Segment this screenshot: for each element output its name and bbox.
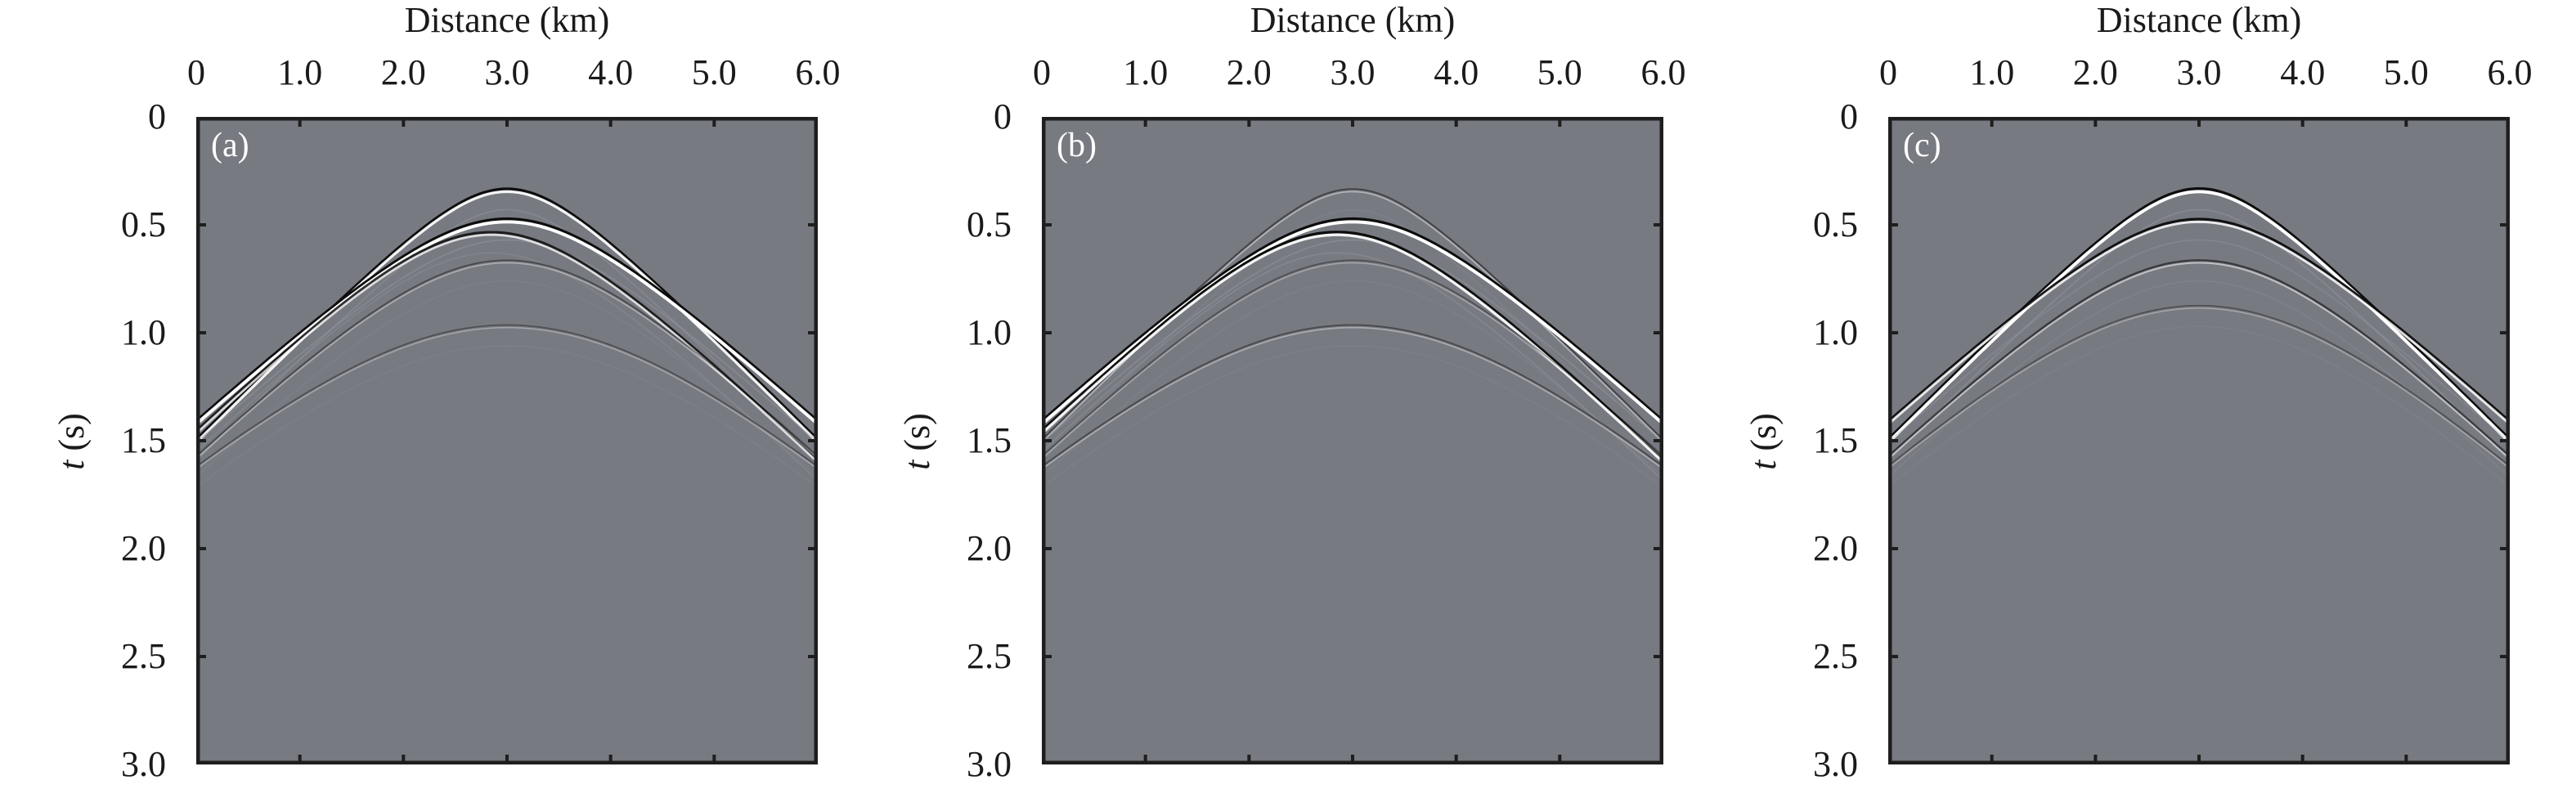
- x-axis-title: Distance (km): [2096, 0, 2302, 40]
- y-axis-title: t (s): [52, 413, 92, 470]
- y-tick-label: 2.0: [1813, 528, 1858, 568]
- y-axis-title-unit: (s): [52, 413, 92, 460]
- y-tick-label: 3.0: [121, 744, 166, 784]
- y-tick-label: 1.5: [1813, 420, 1858, 460]
- y-axis-title-unit: (s): [897, 413, 937, 460]
- y-tick-label: 0: [1840, 96, 1858, 137]
- x-tick-label: 6.0: [1640, 52, 1686, 92]
- plot-area-c: (c): [1888, 117, 2510, 764]
- y-tick-label: 1.0: [967, 312, 1012, 352]
- y-axis-title-variable: t: [897, 460, 937, 470]
- plot-area-a: (a): [196, 117, 818, 764]
- x-tick-label: 0: [187, 52, 205, 92]
- x-tick-label: 1.0: [1969, 52, 2015, 92]
- panel-label: (c): [1903, 127, 1941, 164]
- seismic-gather-a: [196, 117, 818, 764]
- y-axis-title-variable: t: [1744, 460, 1784, 470]
- plot-area-b: (b): [1042, 117, 1663, 764]
- x-tick-label: 5.0: [1537, 52, 1582, 92]
- y-tick-label: 1.5: [967, 420, 1012, 460]
- y-axis-title: t (s): [1744, 413, 1784, 470]
- y-tick-label: 0: [994, 96, 1012, 137]
- x-tick-label: 4.0: [2280, 52, 2326, 92]
- y-tick-label: 2.5: [967, 636, 1012, 676]
- y-tick-label: 2.5: [121, 636, 166, 676]
- y-tick-label: 2.0: [967, 528, 1012, 568]
- x-tick-label: 6.0: [795, 52, 841, 92]
- y-tick-label: 3.0: [967, 744, 1012, 784]
- y-tick-label: 2.0: [121, 528, 166, 568]
- x-tick-label: 2.0: [2072, 52, 2118, 92]
- x-tick-label: 3.0: [2176, 52, 2222, 92]
- x-tick-label: 4.0: [1434, 52, 1479, 92]
- y-tick-label: 1.0: [1813, 312, 1858, 352]
- x-tick-label: 5.0: [691, 52, 737, 92]
- y-tick-label: 3.0: [1813, 744, 1858, 784]
- x-tick-label: 5.0: [2383, 52, 2429, 92]
- x-tick-label: 0: [1879, 52, 1897, 92]
- panel-c: Distance (km) 0 1.0 2.0 3.0 4.0 5.0 6.0 …: [1692, 0, 2542, 789]
- panel-b: Distance (km) 0 1.0 2.0 3.0 4.0 5.0 6.0 …: [846, 0, 1696, 789]
- x-tick-label: 1.0: [277, 52, 323, 92]
- y-tick-label: 1.0: [121, 312, 166, 352]
- y-axis-title-unit: (s): [1744, 413, 1784, 460]
- x-tick-label: 3.0: [484, 52, 530, 92]
- x-tick-label: 3.0: [1330, 52, 1376, 92]
- seismic-gather-c: [1888, 117, 2510, 764]
- panel-label: (a): [211, 127, 249, 164]
- x-tick-label: 2.0: [380, 52, 426, 92]
- x-tick-label: 4.0: [588, 52, 634, 92]
- y-tick-label: 0.5: [121, 204, 166, 244]
- y-tick-label: 0: [148, 96, 166, 137]
- y-tick-label: 2.5: [1813, 636, 1858, 676]
- y-axis-title-variable: t: [52, 460, 92, 470]
- seismic-gather-b: [1042, 117, 1663, 764]
- x-axis-title: Distance (km): [404, 0, 610, 40]
- y-axis-title: t (s): [897, 413, 938, 470]
- x-tick-label: 6.0: [2487, 52, 2533, 92]
- y-tick-label: 0.5: [1813, 204, 1858, 244]
- x-tick-label: 1.0: [1123, 52, 1169, 92]
- x-tick-label: 0: [1033, 52, 1051, 92]
- y-tick-label: 0.5: [967, 204, 1012, 244]
- x-axis-title: Distance (km): [1250, 0, 1456, 40]
- panel-label: (b): [1057, 127, 1097, 164]
- y-tick-label: 1.5: [121, 420, 166, 460]
- panel-a: Distance (km) 0 1.0 2.0 3.0 4.0 5.0 6.0 …: [0, 0, 850, 789]
- x-tick-label: 2.0: [1226, 52, 1272, 92]
